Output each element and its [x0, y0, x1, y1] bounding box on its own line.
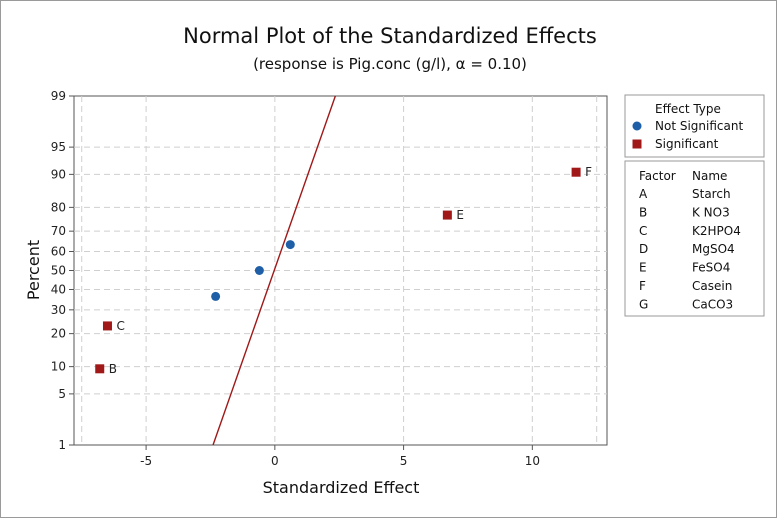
point-significant [95, 364, 105, 374]
point-not-significant [285, 240, 295, 250]
legend-factor-name: K2HPO4 [692, 224, 741, 238]
point-label-C: C [116, 319, 124, 333]
legend-factor-code: B [639, 205, 647, 219]
legend-factor-name: Starch [692, 187, 731, 201]
legend-series-label: Not Significant [655, 119, 743, 133]
legend-factor-name: MgSO4 [692, 242, 735, 256]
series-significant: B C E F [95, 165, 592, 376]
y-tick-label: 5 [58, 387, 66, 401]
legend-square-marker [632, 139, 642, 149]
x-axis-label: Standardized Effect [263, 478, 420, 497]
point-not-significant [254, 266, 264, 275]
legend-effect-type: Effect Type Not Significant Significant [624, 94, 765, 158]
legend-factor-name: Casein [692, 279, 732, 293]
legend-factor-code: D [639, 242, 648, 256]
legend-factor-name: CaCO3 [692, 297, 733, 311]
series-not-significant [211, 240, 295, 301]
y-tick-label: 60 [51, 244, 66, 258]
y-tick-label: 90 [51, 167, 66, 181]
legend-effect-box [624, 94, 765, 158]
legend-factor-code: E [639, 261, 647, 275]
legend-factor-code: C [639, 224, 647, 238]
point-not-significant [211, 291, 221, 301]
legend-factor-code: G [639, 297, 648, 311]
legend-factor-code: F [639, 279, 646, 293]
legend-factor-table: Factor Name A Starch B K NO3 C K2HPO4 D MgSO4 E FeS… [624, 160, 765, 317]
y-tick-label: 95 [51, 140, 66, 154]
y-tick-label: 10 [51, 360, 66, 374]
y-tick-label: 30 [51, 303, 66, 317]
y-tick-label: 1 [58, 438, 66, 452]
fit-line [212, 96, 337, 445]
legend-effect-title: Effect Type [655, 102, 721, 116]
y-tick-label: 99 [51, 89, 66, 103]
legend-factor-header: Factor [639, 169, 676, 183]
y-tick-label: 70 [51, 224, 66, 238]
legend-factor-name: FeSO4 [692, 261, 730, 275]
y-tick-label: 80 [51, 200, 66, 214]
y-tick-label: 20 [51, 327, 66, 341]
point-significant [102, 321, 112, 331]
x-tick-label: 0 [271, 454, 279, 468]
legend-name-header: Name [692, 169, 727, 183]
chart-title: Normal Plot of the Standardized Effects [183, 24, 597, 48]
x-tick-label: 5 [400, 454, 408, 468]
x-tick-label: 10 [525, 454, 540, 468]
point-significant [571, 167, 581, 177]
legend-series-label: Significant [655, 137, 719, 151]
point-label-E: E [456, 208, 464, 222]
chart-subtitle: (response is Pig.conc (g/l), α = 0.10) [253, 55, 527, 73]
y-tick-label: 50 [51, 264, 66, 278]
x-tick-label: -5 [140, 454, 152, 468]
point-significant [442, 210, 452, 220]
legend-circle-marker [632, 121, 642, 131]
y-tick-label: 40 [51, 283, 66, 297]
y-axis-label: Percent [24, 240, 43, 300]
legend-factor-code: A [639, 187, 648, 201]
legend-factor-box [624, 160, 765, 317]
point-label-F: F [585, 165, 592, 179]
legend-factor-name: K NO3 [692, 205, 730, 219]
point-label-B: B [109, 362, 117, 376]
